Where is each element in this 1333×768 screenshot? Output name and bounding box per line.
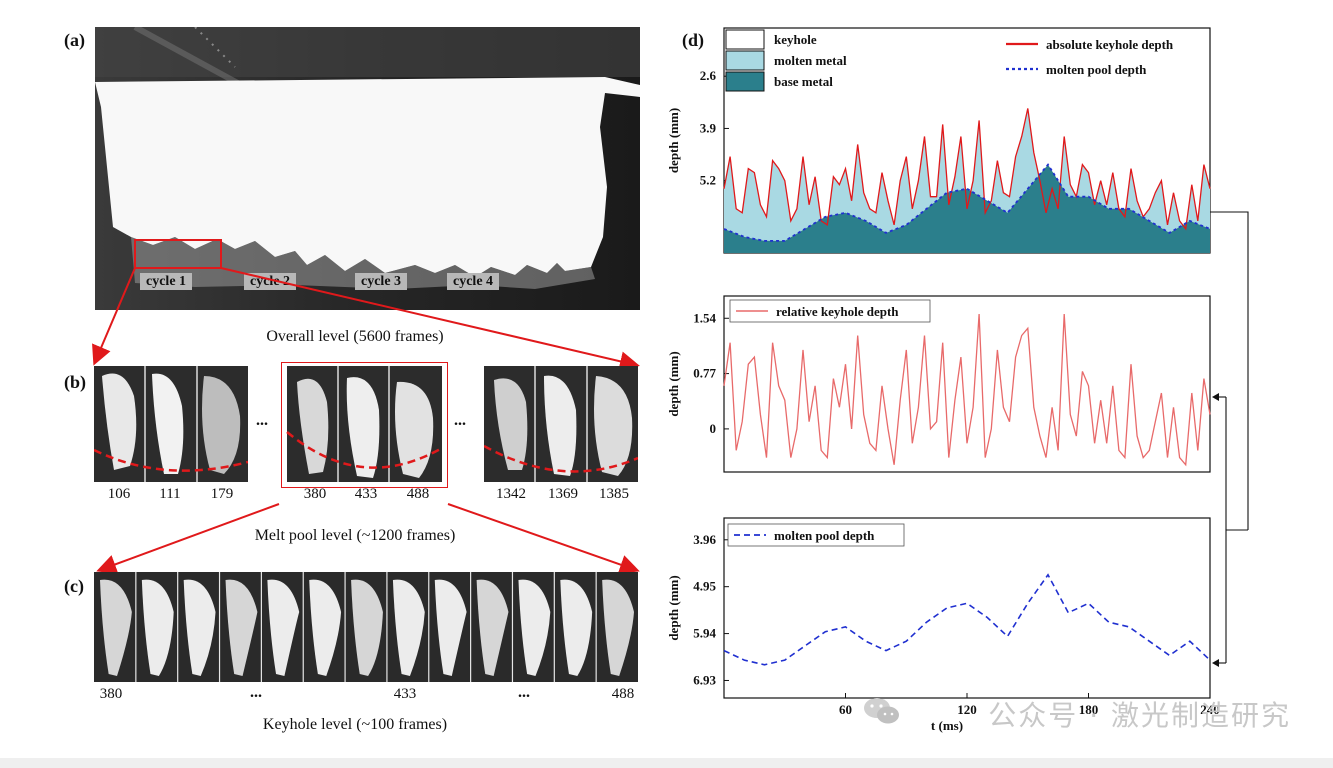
cycle-tag-1: cycle 1 [140,273,193,290]
connector-line [1225,529,1248,663]
y-axis-label: depth (mm) [666,575,681,640]
legend-box [729,299,931,323]
absolute-keyhole-depth-line [723,108,1211,231]
keyhole-frame [100,579,132,676]
melt-pool-frames-group-1 [94,366,248,482]
keyhole-frame [267,579,300,676]
x-axis-label: t (ms) [931,718,963,733]
y-tick-label: 3.96 [693,532,716,547]
frame-number: 179 [210,486,234,502]
ellipsis-b-1: ... [256,412,268,429]
arrowhead [1212,659,1219,667]
molten-pool-depth-line [723,163,1211,242]
legend-label: keyhole [774,32,817,47]
keyhole-frame [392,579,425,676]
y-axis-label: depth (mm) [666,108,681,173]
frame-number: 380 [303,486,327,502]
x-tick-label: 180 [1079,702,1099,717]
bottom-strip [0,758,1333,768]
frame-number: 488 [611,686,635,702]
y-tick-label: 2.6 [700,68,717,83]
ellipsis-c-1: ... [250,684,262,701]
keyhole-frame [560,579,593,676]
frame-number: 433 [393,686,417,702]
keyhole-frame [141,579,174,676]
caption-keyhole-level: Keyhole level (~100 frames) [262,716,448,733]
relative-keyhole-depth-line [723,313,1211,467]
panel-label-b: (b) [64,372,86,392]
chart-2-frame [723,517,1211,699]
keyhole-frame [476,579,509,676]
frame-number: 106 [107,486,131,502]
cycle-1-highlight-box [134,239,222,269]
caption-overall-level: Overall level (5600 frames) [266,328,444,345]
keyhole-frame [183,579,216,676]
keyhole-frame [518,579,551,676]
legend-label: base metal [774,74,833,89]
legend-label: molten pool depth [1046,62,1147,77]
keyhole-frame [351,579,383,676]
melt-pool-frames-group-3 [484,366,638,482]
legend-label: molten metal [774,53,847,68]
wechat-icon [864,698,899,724]
frame-number: 380 [99,686,123,702]
legend-swatch [725,29,765,50]
connector-line [1210,211,1249,530]
y-axis-label: depth (mm) [666,351,681,416]
x-tick-label: 60 [839,702,852,717]
panel-label-d: (d) [682,30,704,50]
y-tick-label: 0.77 [693,366,716,381]
frame-number: 1369 [548,486,578,502]
overall-weld-image [95,27,640,310]
y-tick-label: 0 [710,421,717,436]
keyhole-frame [602,579,634,676]
frame-number: 433 [354,486,378,502]
keyhole-frames-strip [94,572,638,682]
frame-number: 488 [406,486,430,502]
legend-box [727,523,905,547]
legend-label: relative keyhole depth [776,304,899,319]
x-tick-label: 240 [1200,702,1220,717]
y-tick-label: 5.2 [700,173,716,188]
caption-melt-pool-level: Melt pool level (~1200 frames) [254,527,456,544]
legend-label: molten pool depth [774,528,875,543]
y-tick-label: 4.95 [693,579,716,594]
y-tick-label: 6.93 [693,672,716,687]
depth-charts: 2.6 3.9 5.2 depth (mm) keyhole molten metal ba… [666,27,1249,733]
zoom-arrows [92,267,640,575]
watermark-text: 公众号 · 激光制造研究 [988,699,1291,732]
x-tick-label: 120 [957,702,977,717]
frame-number: 1342 [496,486,526,502]
ellipsis-c-2: ... [518,684,530,701]
y-tick-label: 1.54 [693,310,716,325]
cycle-tag-4: cycle 4 [447,273,500,290]
keyhole-frame [434,579,467,676]
keyhole-frame [225,579,258,676]
y-tick-label: 5.94 [693,626,716,641]
arrowhead [1212,393,1219,401]
ellipsis-b-2: ... [454,412,466,429]
legend-swatch [725,71,765,92]
panel-label-c: (c) [64,576,84,596]
cycle-tag-3: cycle 3 [355,273,408,290]
y-tick-label: 3.9 [700,120,717,135]
panel-label-a: (a) [64,30,85,50]
melt-pool-frames-group-2 [281,362,448,488]
legend-label: absolute keyhole depth [1046,37,1174,52]
keyhole-frame [309,579,342,676]
legend-swatch [725,50,765,71]
frame-number: 111 [159,486,181,502]
frame-number: 1385 [599,486,629,502]
